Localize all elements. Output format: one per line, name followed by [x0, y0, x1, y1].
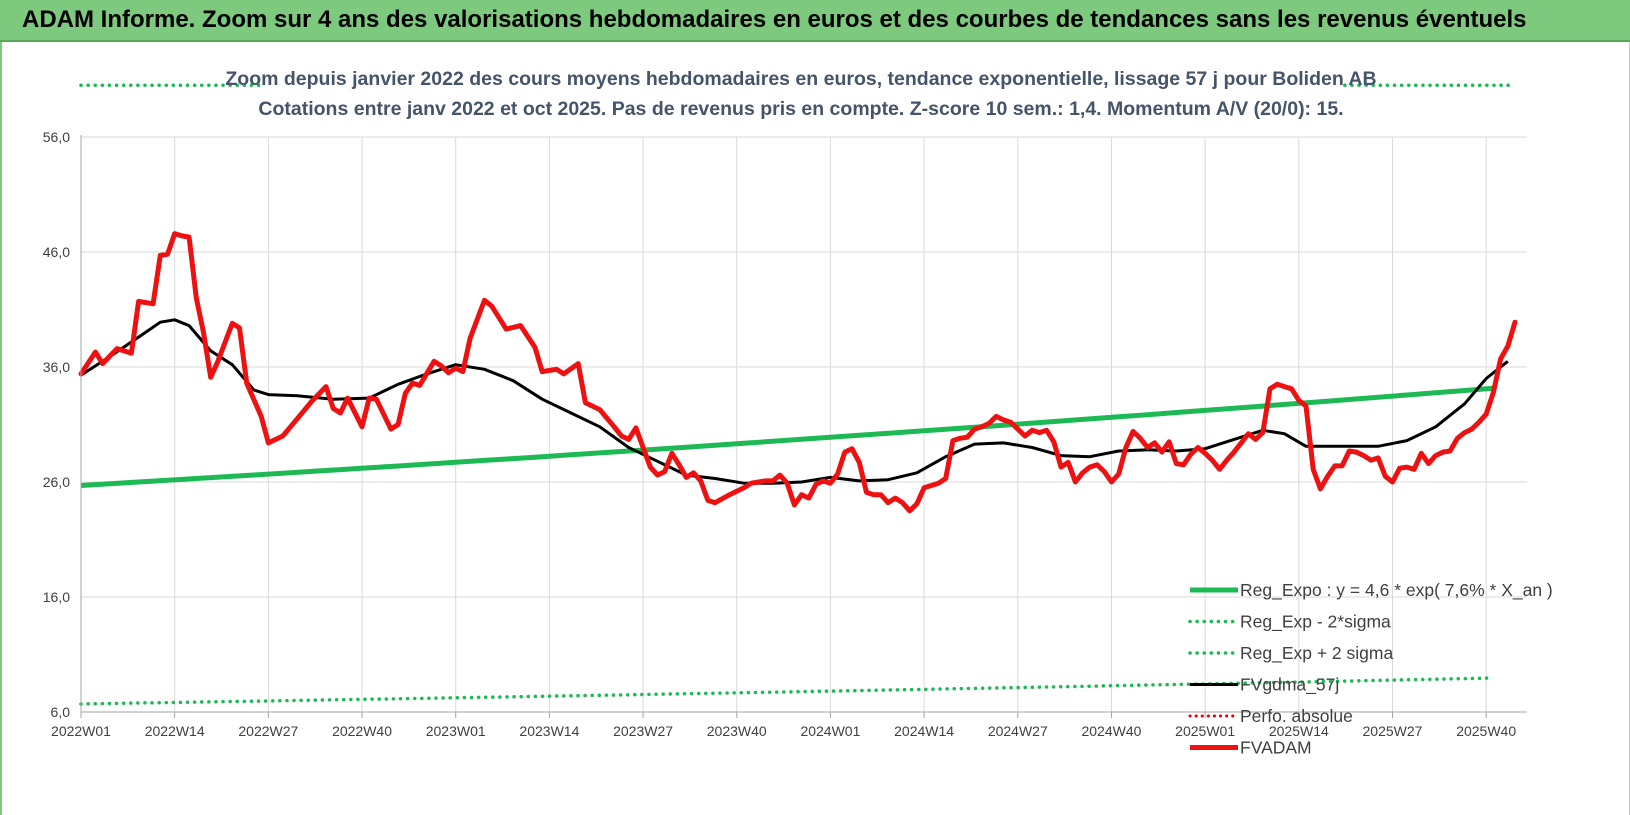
- chart-title: Zoom depuis janvier 2022 des cours moyen…: [225, 62, 1377, 128]
- legend-reg-expo-label: Reg_Expo : y = 4,6 * exp( 7,6% * X_an ): [1240, 580, 1553, 601]
- x-tick-label: 2024W14: [894, 723, 954, 739]
- chart-title-line2: Cotations entre janv 2022 et oct 2025. P…: [258, 98, 1343, 120]
- x-tick-label: 2024W40: [1081, 723, 1141, 739]
- legend-perfo-absolue-label: Perfo. absolue: [1240, 706, 1353, 726]
- series-fvadam: [78, 231, 1518, 514]
- x-tick-label: 2023W27: [613, 723, 673, 739]
- y-tick-label: 16,0: [43, 589, 70, 605]
- x-tick-label: 2025W14: [1269, 723, 1329, 739]
- x-tick-label: 2022W01: [51, 723, 111, 739]
- x-tick-label: 2025W40: [1456, 723, 1516, 739]
- title-banner: ADAM Informe. Zoom sur 4 ans des valoris…: [0, 0, 1630, 42]
- line-chart: Zoom depuis janvier 2022 des cours moyen…: [43, 62, 1553, 758]
- x-tick-label: 2024W27: [988, 723, 1048, 739]
- x-tick-label: 2025W01: [1175, 723, 1235, 739]
- x-tick-label: 2025W27: [1363, 723, 1423, 739]
- y-tick-label: 36,0: [43, 359, 70, 375]
- x-tick-label: 2024W01: [800, 723, 860, 739]
- title-background: [264, 62, 1342, 128]
- banner-title: ADAM Informe. Zoom sur 4 ans des valoris…: [22, 6, 1527, 33]
- legend-reg-exp-minus-2sigma-label: Reg_Exp - 2*sigma: [1240, 612, 1391, 633]
- chart-title-line1: Zoom depuis janvier 2022 des cours moyen…: [225, 68, 1376, 90]
- chart-frame: Zoom depuis janvier 2022 des cours moyen…: [0, 42, 1630, 815]
- x-tick-label: 2022W40: [332, 723, 392, 739]
- y-tick-label: 56,0: [43, 129, 70, 145]
- legend-fvgdma-57j-label: FVgdma_57j: [1240, 675, 1339, 696]
- y-tick-label: 26,0: [43, 474, 70, 490]
- legend-fvadam-label: FVADAM: [1240, 738, 1312, 758]
- y-tick-label: 6,0: [51, 704, 71, 720]
- axes: 6,0 16,0 26,0 36,0 46,0 56,0 2022W01 2022W14 202…: [43, 129, 1527, 739]
- series-reg-expo: [80, 385, 1494, 488]
- x-tick-label: 2022W14: [145, 723, 205, 739]
- x-tick-label: 2023W01: [426, 723, 486, 739]
- x-tick-label: 2023W14: [519, 723, 579, 739]
- x-tick-label: 2023W40: [707, 723, 767, 739]
- series-reg-exp-minus-2sigma: [79, 676, 1496, 706]
- x-tick-label: 2022W27: [238, 723, 298, 739]
- legend-reg-exp-plus-2sigma-label: Reg_Exp + 2 sigma: [1240, 643, 1393, 664]
- legend: Reg_Expo : y = 4,6 * exp( 7,6% * X_an ) R…: [1188, 580, 1553, 758]
- y-tick-label: 46,0: [43, 244, 70, 260]
